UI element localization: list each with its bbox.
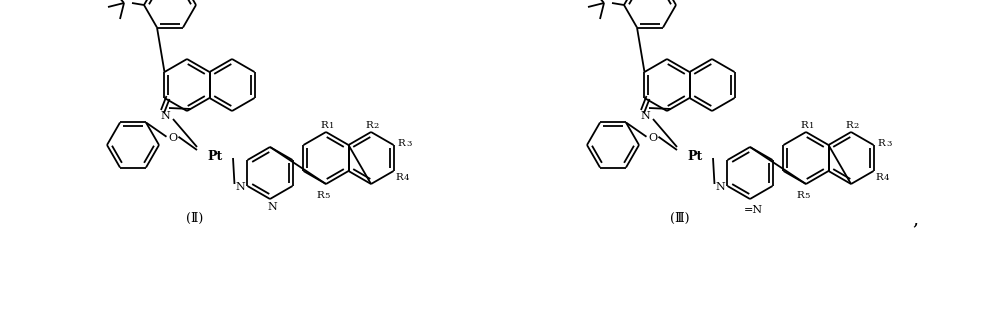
Text: O: O [648, 133, 657, 143]
Text: 1: 1 [808, 122, 814, 130]
Text: Pt: Pt [687, 150, 703, 163]
Text: R: R [320, 120, 328, 130]
Text: 3: 3 [406, 141, 411, 149]
Text: R: R [796, 191, 804, 200]
Text: Pt: Pt [207, 150, 223, 163]
Text: N: N [160, 111, 170, 121]
Text: 5: 5 [804, 193, 810, 201]
Text: N: N [640, 111, 650, 121]
Text: R: R [800, 120, 808, 130]
Text: O: O [168, 133, 177, 143]
Text: N: N [236, 182, 245, 192]
Text: R: R [396, 172, 404, 182]
Text: 3: 3 [886, 141, 891, 149]
Text: R: R [365, 120, 373, 130]
Text: 5: 5 [324, 193, 330, 201]
Text: N: N [267, 202, 277, 212]
Text: 4: 4 [884, 174, 890, 182]
Text: 2: 2 [374, 122, 379, 130]
Text: N: N [716, 182, 725, 192]
Text: 1: 1 [328, 122, 334, 130]
Text: 2: 2 [854, 122, 859, 130]
Text: R: R [845, 120, 853, 130]
Text: R: R [316, 191, 324, 200]
Text: R: R [398, 139, 406, 148]
Text: (Ⅱ): (Ⅱ) [186, 212, 204, 225]
Text: (Ⅲ): (Ⅲ) [670, 212, 690, 225]
Text: R: R [876, 172, 884, 182]
Text: =N: =N [743, 205, 763, 215]
Text: R: R [878, 139, 886, 148]
Text: ,: , [912, 210, 918, 228]
Text: 4: 4 [404, 174, 410, 182]
